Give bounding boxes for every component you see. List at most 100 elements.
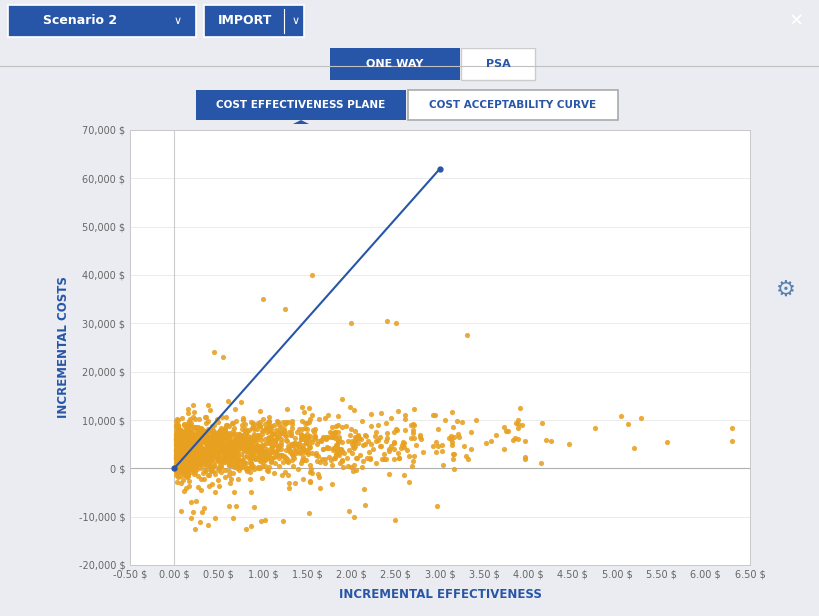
Point bbox=[305, 468, 318, 477]
Point bbox=[242, 431, 255, 440]
Point bbox=[226, 444, 239, 454]
Point bbox=[182, 476, 195, 486]
Point bbox=[242, 440, 256, 450]
Point bbox=[174, 434, 188, 444]
Point bbox=[192, 428, 206, 438]
Point bbox=[179, 439, 192, 449]
Point bbox=[305, 448, 319, 458]
Point bbox=[346, 448, 359, 458]
Point bbox=[228, 447, 241, 457]
Point bbox=[187, 455, 200, 464]
Point bbox=[205, 421, 218, 431]
Point bbox=[239, 426, 252, 436]
Point bbox=[242, 452, 255, 461]
Point bbox=[290, 446, 303, 456]
Point bbox=[634, 413, 647, 423]
Point bbox=[187, 447, 200, 457]
Point bbox=[189, 432, 202, 442]
Point bbox=[398, 425, 411, 435]
Point bbox=[334, 447, 347, 457]
Point bbox=[281, 436, 294, 446]
Point bbox=[198, 450, 211, 460]
Point bbox=[242, 442, 256, 452]
Point bbox=[171, 442, 184, 452]
Point bbox=[171, 472, 184, 482]
Point bbox=[206, 447, 219, 457]
Point bbox=[243, 445, 256, 455]
Point bbox=[192, 471, 205, 480]
Point bbox=[270, 441, 283, 451]
Point bbox=[215, 444, 229, 453]
Point bbox=[223, 466, 236, 476]
Point bbox=[240, 436, 253, 445]
Bar bbox=[196, 90, 406, 120]
Point bbox=[399, 415, 412, 424]
Point bbox=[256, 448, 269, 458]
Point bbox=[202, 470, 215, 480]
Point bbox=[186, 432, 199, 442]
Point bbox=[175, 440, 188, 450]
Point bbox=[177, 465, 190, 475]
Point bbox=[355, 434, 368, 444]
Point bbox=[265, 458, 278, 468]
Point bbox=[430, 437, 443, 447]
Point bbox=[498, 445, 511, 455]
Point bbox=[177, 443, 190, 453]
Point bbox=[181, 450, 194, 460]
Point bbox=[215, 437, 229, 447]
Point bbox=[285, 419, 298, 429]
Point bbox=[258, 440, 271, 450]
Point bbox=[247, 432, 260, 442]
Point bbox=[183, 420, 196, 430]
Point bbox=[246, 437, 259, 447]
Point bbox=[387, 444, 400, 453]
Point bbox=[238, 444, 251, 453]
Point bbox=[407, 420, 420, 430]
Point bbox=[177, 440, 190, 450]
Point bbox=[227, 439, 240, 448]
Point bbox=[201, 445, 215, 455]
Point bbox=[171, 453, 184, 463]
Point bbox=[178, 429, 191, 439]
Point bbox=[364, 454, 377, 464]
Point bbox=[227, 423, 240, 432]
Point bbox=[181, 440, 194, 450]
Point bbox=[314, 436, 328, 445]
Point bbox=[221, 444, 234, 454]
Point bbox=[207, 435, 220, 445]
Point bbox=[211, 475, 224, 485]
Point bbox=[298, 431, 311, 441]
Point bbox=[250, 440, 263, 450]
Point bbox=[199, 453, 212, 463]
Point bbox=[201, 431, 214, 440]
Point bbox=[207, 443, 220, 453]
Point bbox=[230, 460, 243, 470]
Point bbox=[242, 463, 256, 473]
Point bbox=[514, 403, 527, 413]
Point bbox=[285, 449, 298, 459]
Point bbox=[233, 465, 246, 475]
Point bbox=[194, 517, 207, 527]
Point bbox=[196, 448, 209, 458]
Point bbox=[189, 422, 202, 432]
Point bbox=[274, 444, 287, 454]
Point bbox=[173, 424, 186, 434]
Point bbox=[269, 429, 283, 439]
Point bbox=[174, 449, 188, 459]
Point bbox=[206, 429, 219, 439]
Point bbox=[222, 428, 235, 438]
Point bbox=[261, 450, 274, 460]
Point bbox=[170, 440, 183, 450]
Point bbox=[189, 447, 202, 456]
Point bbox=[260, 423, 273, 432]
Point bbox=[255, 455, 268, 465]
Point bbox=[174, 451, 187, 461]
Point bbox=[207, 447, 220, 456]
Point bbox=[234, 440, 247, 450]
Point bbox=[174, 441, 188, 451]
Point bbox=[170, 455, 183, 465]
Point bbox=[284, 430, 297, 440]
Point bbox=[178, 444, 191, 454]
Point bbox=[309, 424, 322, 434]
Point bbox=[181, 408, 194, 418]
